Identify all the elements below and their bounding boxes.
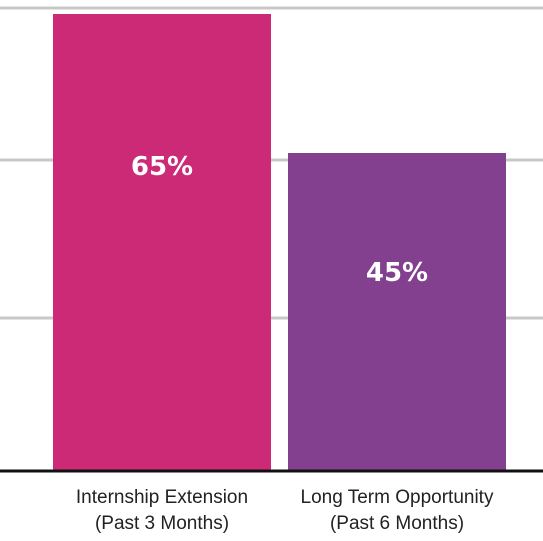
category-label: Long Term Opportunity <box>301 487 494 508</box>
category-label: Internship Extension <box>76 487 248 508</box>
category-label: (Past 3 Months) <box>95 513 229 534</box>
bar <box>53 14 271 471</box>
category-label: (Past 6 Months) <box>330 513 464 534</box>
bars: 65% 45% <box>53 14 506 471</box>
bar <box>288 153 506 471</box>
data-label: 45% <box>366 258 428 288</box>
data-label: 65% <box>131 152 193 182</box>
category-labels: Internship Extension (Past 3 Months) Long … <box>76 487 494 534</box>
